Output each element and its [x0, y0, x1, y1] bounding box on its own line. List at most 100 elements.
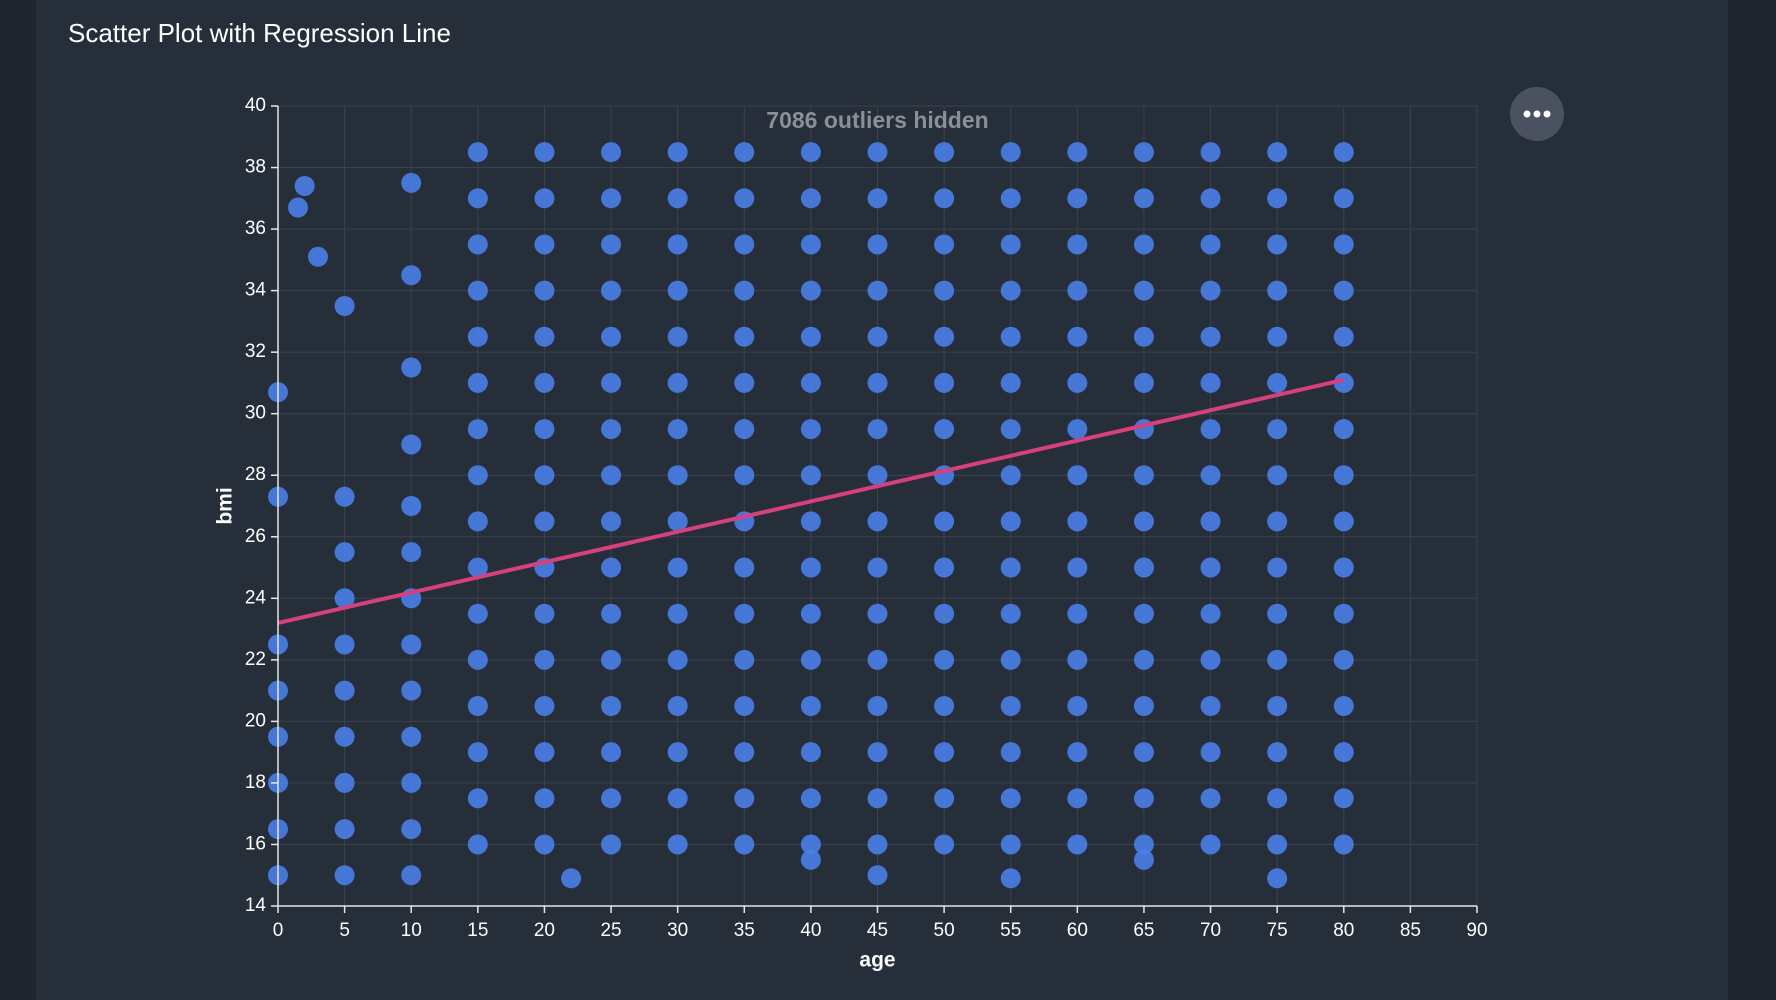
- point: [934, 419, 955, 440]
- point: [934, 834, 955, 855]
- point: [534, 326, 555, 347]
- point: [1267, 649, 1288, 670]
- point: [334, 726, 355, 747]
- point: [800, 326, 821, 347]
- point: [734, 372, 755, 393]
- y-tick-label: 24: [245, 587, 267, 608]
- x-tick-label: 0: [273, 920, 284, 941]
- point: [1000, 868, 1021, 889]
- point: [667, 696, 688, 716]
- x-tick-label: 80: [1333, 920, 1354, 941]
- x-tick-label: 45: [867, 920, 888, 941]
- point: [401, 726, 422, 747]
- menu-button[interactable]: [1510, 87, 1564, 141]
- point: [1067, 372, 1088, 393]
- point: [1267, 603, 1288, 624]
- point: [534, 649, 555, 670]
- point: [534, 511, 555, 532]
- point: [294, 176, 315, 196]
- point: [1200, 372, 1221, 393]
- x-tick-label: 85: [1400, 920, 1421, 941]
- point: [401, 680, 422, 701]
- point: [534, 834, 555, 855]
- point: [334, 865, 355, 886]
- point: [1267, 788, 1288, 809]
- point: [1133, 649, 1154, 670]
- point: [1267, 142, 1288, 163]
- point: [734, 834, 755, 855]
- x-tick-label: 35: [734, 920, 755, 941]
- point: [534, 234, 555, 255]
- x-tick-label: 30: [667, 920, 688, 941]
- point: [1200, 280, 1221, 301]
- point: [800, 696, 821, 716]
- axes: 0 5 10 15 20 25 30 35 40 45 50 55 60 65 70 75 80 85 90 14 16…: [214, 95, 1488, 972]
- x-tick-label: 55: [1000, 920, 1021, 941]
- point: [1067, 557, 1088, 578]
- points: [268, 142, 1354, 889]
- point: [934, 696, 955, 716]
- point: [1333, 649, 1354, 670]
- point: [1067, 280, 1088, 301]
- point: [534, 742, 555, 763]
- point: [800, 649, 821, 670]
- point: [1133, 742, 1154, 763]
- x-tick-label: 70: [1200, 920, 1221, 941]
- point: [534, 188, 555, 209]
- point: [601, 188, 622, 209]
- point: [667, 280, 688, 301]
- point: [1067, 419, 1088, 440]
- point: [934, 511, 955, 532]
- point: [1133, 557, 1154, 578]
- point: [467, 788, 488, 809]
- point: [734, 419, 755, 440]
- point: [934, 234, 955, 255]
- point: [934, 372, 955, 393]
- point: [800, 280, 821, 301]
- point: [867, 419, 888, 440]
- point: [601, 511, 622, 532]
- point: [800, 849, 821, 870]
- point: [734, 742, 755, 763]
- x-tick-label: 60: [1067, 920, 1088, 941]
- point: [800, 557, 821, 578]
- point: [601, 234, 622, 255]
- y-tick-label: 16: [245, 833, 266, 854]
- y-tick-label: 30: [245, 403, 266, 424]
- point: [934, 742, 955, 763]
- point: [800, 603, 821, 624]
- point: [1067, 465, 1088, 486]
- point: [1000, 788, 1021, 809]
- point: [1067, 788, 1088, 809]
- point: [1267, 742, 1288, 763]
- point: [934, 649, 955, 670]
- point: [1267, 326, 1288, 347]
- point: [1333, 188, 1354, 209]
- point: [734, 465, 755, 486]
- point: [1333, 234, 1354, 255]
- point: [1267, 372, 1288, 393]
- point: [467, 603, 488, 624]
- point: [601, 603, 622, 624]
- y-tick-label: 38: [245, 157, 266, 178]
- point: [867, 511, 888, 532]
- point: [1333, 696, 1354, 716]
- x-tick-label: 25: [600, 920, 621, 941]
- point: [467, 326, 488, 347]
- point: [1133, 142, 1154, 163]
- point: [1000, 742, 1021, 763]
- point: [601, 557, 622, 578]
- point: [401, 542, 422, 563]
- point: [1000, 465, 1021, 486]
- point: [1267, 234, 1288, 255]
- point: [534, 603, 555, 624]
- x-axis-label: age: [859, 949, 895, 972]
- point: [601, 788, 622, 809]
- point: [734, 326, 755, 347]
- y-tick-label: 28: [245, 464, 266, 485]
- point: [667, 465, 688, 486]
- point: [1267, 868, 1288, 889]
- point: [1333, 419, 1354, 440]
- point: [334, 296, 355, 316]
